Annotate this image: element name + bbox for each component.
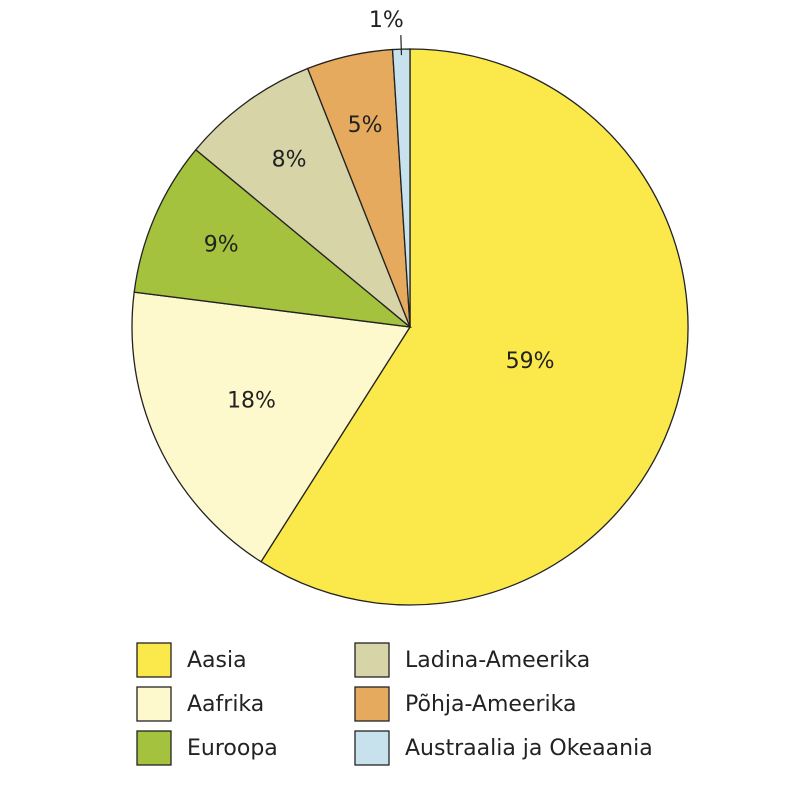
data-label: 8% xyxy=(272,148,307,173)
data-label: 59% xyxy=(506,349,555,374)
legend-label: Austraalia ja Okeaania xyxy=(405,736,653,761)
legend-label: Aafrika xyxy=(187,692,264,717)
data-labels: 59% 18% 9% 8% 5% 1% xyxy=(204,8,555,413)
data-label: 9% xyxy=(204,232,239,257)
pie-slice xyxy=(260,48,689,606)
legend-label: Ladina-Ameerika xyxy=(405,648,590,673)
legend-swatch xyxy=(354,686,390,722)
leader-line xyxy=(400,35,403,56)
legend-swatch xyxy=(354,730,390,766)
legend-swatch xyxy=(136,686,172,722)
legend-label: Põhja-Ameerika xyxy=(405,692,576,717)
legend-swatch xyxy=(354,642,390,678)
legend-swatch xyxy=(136,642,172,678)
pie-slice xyxy=(194,67,411,328)
legend-swatch xyxy=(136,730,172,766)
pie-slice xyxy=(131,291,412,563)
data-label: 1% xyxy=(369,8,404,33)
pie-slice xyxy=(133,148,413,328)
legend: Aasia Aafrika Euroopa Ladina-Ameerika Põhja-… xyxy=(136,642,653,766)
data-label: 5% xyxy=(348,113,383,138)
data-label: 18% xyxy=(227,389,276,414)
legend-label: Euroopa xyxy=(187,736,278,761)
pie xyxy=(131,48,689,606)
legend-label: Aasia xyxy=(187,648,247,673)
